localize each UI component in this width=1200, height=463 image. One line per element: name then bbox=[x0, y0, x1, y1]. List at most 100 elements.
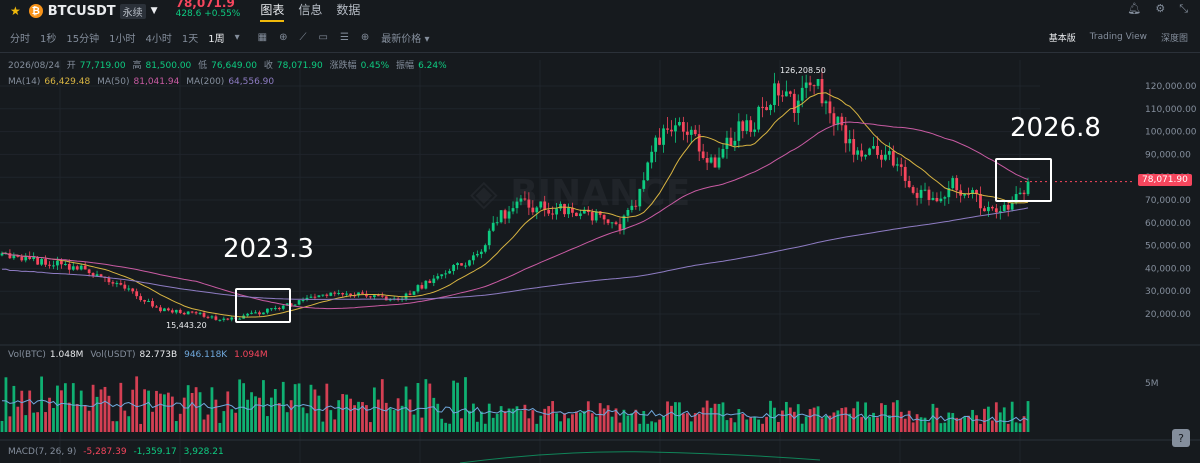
volume-bar bbox=[194, 387, 198, 432]
candle-body bbox=[250, 312, 253, 314]
candle-body bbox=[258, 312, 261, 315]
candle-body bbox=[701, 151, 705, 159]
interval-time[interactable]: 分时 bbox=[10, 33, 30, 45]
candle-body bbox=[40, 259, 43, 265]
bell-icon[interactable]: 🔔︎ bbox=[1127, 2, 1142, 15]
candle-body bbox=[769, 105, 772, 111]
favorite-star-icon[interactable]: ★ bbox=[10, 4, 21, 18]
candle-body bbox=[67, 263, 71, 270]
chevron-down-icon[interactable]: ▼ bbox=[150, 6, 158, 16]
contract-type-badge: 永续 bbox=[119, 3, 146, 19]
tab-data[interactable]: 数据 bbox=[336, 2, 361, 17]
view-tradingview[interactable]: Trading View bbox=[1089, 32, 1147, 42]
volume-bar bbox=[634, 409, 638, 432]
ma14-value: 66,429.48 bbox=[44, 77, 91, 87]
interval-1w[interactable]: 1周 bbox=[208, 33, 225, 45]
line-tool-icon[interactable]: ⟋ bbox=[299, 31, 307, 43]
candle-body bbox=[277, 308, 281, 310]
candle-body bbox=[95, 274, 99, 277]
calendar-icon[interactable]: ▦ bbox=[257, 31, 268, 43]
latest-price-dropdown[interactable]: 最新价格 ▾ bbox=[381, 33, 430, 45]
volume-bar bbox=[745, 419, 749, 432]
candle-body bbox=[487, 230, 491, 246]
candle-body bbox=[567, 207, 570, 215]
screenshot-icon[interactable]: ▭ bbox=[318, 31, 328, 43]
volume-bar bbox=[899, 411, 903, 432]
volume-bar bbox=[309, 384, 313, 432]
volume-bar bbox=[670, 405, 673, 432]
ma200-value: 64,556.90 bbox=[228, 77, 275, 87]
volume-bar bbox=[689, 421, 693, 432]
candle-body bbox=[1018, 192, 1022, 195]
volume-bar bbox=[464, 377, 467, 432]
tab-chart[interactable]: 图表 bbox=[260, 1, 285, 22]
interval-15m[interactable]: 15分钟 bbox=[66, 33, 100, 45]
interval-dropdown-icon[interactable]: ▾ bbox=[234, 31, 240, 43]
view-depth[interactable]: 深度图 bbox=[1160, 33, 1188, 44]
symbol-name[interactable]: BTCUSDT bbox=[47, 3, 116, 19]
volume-bar bbox=[804, 416, 808, 432]
candle-body bbox=[931, 197, 935, 200]
candle-body bbox=[650, 151, 654, 163]
volume-bar bbox=[408, 399, 412, 432]
volume-bar bbox=[864, 402, 867, 432]
candle-body bbox=[262, 312, 265, 315]
candle-body bbox=[452, 264, 455, 272]
candle-body bbox=[456, 263, 459, 265]
volume-bar bbox=[586, 401, 590, 432]
candle-body bbox=[230, 317, 234, 320]
annotation-left-label: 2023.3 bbox=[223, 234, 314, 264]
volume-bar bbox=[543, 408, 547, 432]
candle-body bbox=[836, 116, 840, 125]
price-change: 428.6 +0.55% bbox=[175, 9, 241, 19]
volume-bar bbox=[765, 416, 768, 432]
candle-body bbox=[155, 306, 158, 308]
settings-icon[interactable]: ⚙ bbox=[1155, 2, 1166, 15]
volume-bar bbox=[75, 404, 79, 432]
candle-body bbox=[297, 300, 301, 305]
volume-bar bbox=[56, 385, 59, 432]
volume-bar bbox=[119, 382, 123, 432]
candle-body bbox=[119, 283, 123, 285]
candle-body bbox=[20, 256, 24, 261]
volume-bar bbox=[531, 410, 535, 432]
annotation-right-box bbox=[995, 158, 1052, 202]
add-indicator-icon[interactable]: ⊕ bbox=[279, 31, 288, 43]
volume-bar bbox=[475, 421, 479, 432]
price-tick-label: 30,000.00 bbox=[1145, 287, 1191, 297]
help-icon[interactable]: ? bbox=[1172, 429, 1190, 447]
volume-bar bbox=[297, 383, 301, 432]
candle-body bbox=[333, 292, 337, 294]
volume-bar bbox=[796, 404, 800, 432]
candle-body bbox=[1002, 204, 1006, 212]
candle-body bbox=[539, 201, 543, 208]
candle-body bbox=[44, 259, 47, 265]
volume-bar bbox=[856, 401, 860, 432]
candle-body bbox=[511, 208, 515, 212]
volume-bar bbox=[87, 410, 91, 432]
layout-icon[interactable]: ☰ bbox=[339, 31, 349, 43]
volume-bar bbox=[590, 413, 594, 432]
volume-bar bbox=[353, 405, 356, 432]
candle-body bbox=[705, 158, 709, 163]
volume-bar bbox=[254, 396, 257, 432]
collapse-icon[interactable]: ⤡ bbox=[1179, 2, 1188, 15]
candle-body bbox=[0, 253, 4, 256]
tab-info[interactable]: 信息 bbox=[298, 2, 323, 17]
view-basic[interactable]: 基本版 bbox=[1048, 33, 1076, 44]
volume-bar bbox=[713, 403, 717, 432]
candle-body bbox=[376, 295, 380, 297]
candle-body bbox=[424, 280, 428, 289]
volume-bar bbox=[733, 422, 737, 432]
add-icon[interactable]: ⊕ bbox=[360, 31, 370, 43]
interval-1h[interactable]: 1小时 bbox=[109, 33, 136, 45]
volume-bar bbox=[630, 413, 634, 432]
candle-body bbox=[527, 199, 531, 208]
candle-body bbox=[202, 312, 206, 317]
candle-body bbox=[1006, 204, 1010, 210]
interval-4h[interactable]: 4小时 bbox=[145, 33, 172, 45]
interval-1s[interactable]: 1秒 bbox=[40, 33, 57, 45]
interval-1d[interactable]: 1天 bbox=[181, 33, 199, 45]
volume-bar bbox=[40, 376, 43, 432]
